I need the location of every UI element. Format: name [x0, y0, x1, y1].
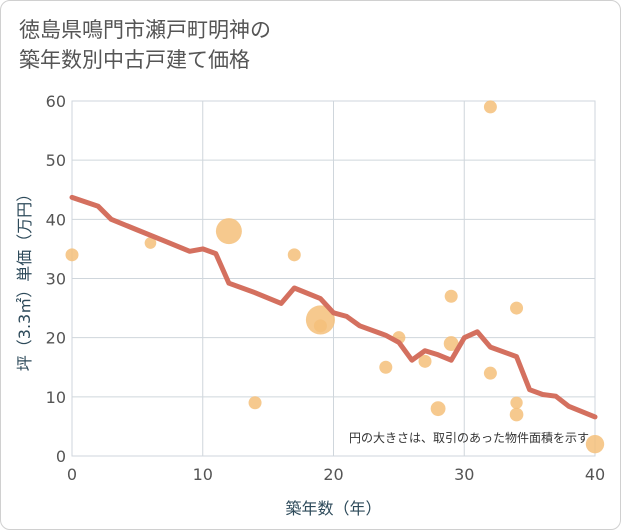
bubble-point [443, 336, 459, 351]
bubble-point [144, 237, 157, 249]
x-tick-label: 0 [67, 465, 77, 484]
chart-title: 徳島県鳴門市瀬戸町明神の 築年数別中古戸建て価格 [19, 15, 271, 75]
y-axis-title: 坪（3.3㎡）単価（万円） [15, 186, 34, 371]
bubble-point [313, 319, 327, 333]
y-tick-labels: 0 10 20 30 40 50 60 [46, 92, 66, 466]
x-axis-title: 築年数（年） [285, 499, 381, 518]
x-tick-label: 20 [323, 465, 343, 484]
bubble-point [430, 401, 446, 417]
y-tick-label: 20 [46, 329, 66, 348]
bubble-point [287, 248, 301, 262]
y-tick-label: 0 [56, 447, 66, 466]
trend-series [69, 194, 598, 420]
y-tick-label: 10 [46, 388, 66, 407]
chart-title-line-1: 徳島県鳴門市瀬戸町明神の [19, 18, 271, 42]
bubble-point [510, 301, 524, 315]
y-tick-label: 30 [46, 270, 66, 289]
trend-line [69, 194, 598, 420]
bubble-size-note: 円の大きさは、取引のあった物件面積を示す [349, 430, 589, 445]
grid-lines [72, 101, 595, 456]
x-tick-label: 30 [454, 465, 474, 484]
y-tick-label: 60 [46, 92, 66, 111]
x-tick-label: 40 [585, 465, 605, 484]
bubble-point [483, 100, 497, 114]
bubble-point [65, 248, 79, 262]
bubble-point [418, 354, 432, 368]
bubble-point [444, 289, 458, 303]
bubble-point [510, 396, 523, 409]
x-tick-label: 10 [193, 465, 213, 484]
bubble-series [65, 100, 605, 454]
bubble-point [215, 218, 242, 245]
y-tick-label: 50 [46, 151, 66, 170]
x-tick-labels: 0 10 20 30 40 [67, 465, 605, 484]
bubble-point [248, 396, 262, 410]
bubble-point [379, 360, 393, 374]
bubble-point [483, 366, 497, 380]
chart-title-line-2: 築年数別中古戸建て価格 [19, 48, 250, 72]
bubble-point [509, 407, 524, 422]
bubble-point [585, 434, 605, 454]
y-tick-label: 40 [46, 210, 66, 229]
